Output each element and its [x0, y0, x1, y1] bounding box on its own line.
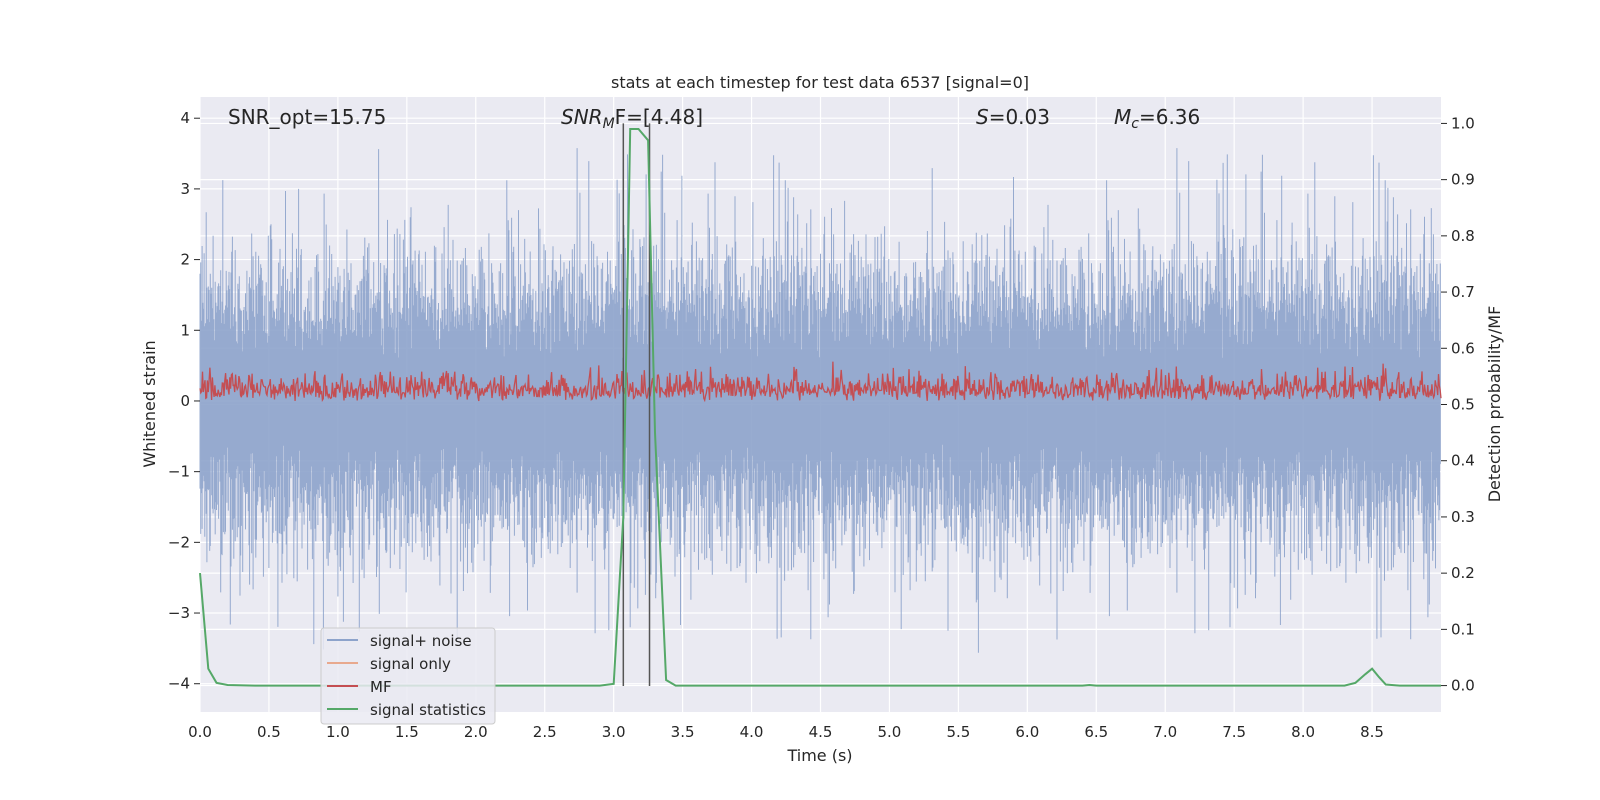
y-right-tick-label: 0.5	[1451, 396, 1475, 414]
x-tick-label: 6.5	[1084, 723, 1108, 741]
legend-label-signal-noise: signal+ noise	[370, 632, 472, 650]
x-tick-label: 5.0	[878, 723, 902, 741]
snr-mf-value: F=[4.48]	[615, 105, 703, 129]
y-left-tick-labels: 4 3 2 1 0 −1 −2 −3 −4	[168, 109, 200, 693]
y-left-tick-label: 4	[180, 109, 190, 127]
y-right-axis-label: Detection probability/MF	[1485, 306, 1504, 503]
y-right-tick-label: 0.4	[1451, 452, 1475, 470]
mc-sub: c	[1131, 116, 1139, 132]
y-left-tick-label: −1	[168, 463, 190, 481]
y-right-tick-label: 0.8	[1451, 227, 1475, 245]
legend: signal+ noise signal only MF signal stat…	[320, 627, 496, 725]
x-tick-label: 2.5	[533, 723, 557, 741]
y-right-tick-label: 0.6	[1451, 339, 1475, 357]
x-tick-label: 8.0	[1291, 723, 1315, 741]
x-tick-label: 7.5	[1222, 723, 1246, 741]
x-tick-label: 4.0	[740, 723, 764, 741]
y-left-tick-label: −3	[168, 604, 190, 622]
x-tick-label: 5.5	[946, 723, 970, 741]
legend-label-signal-statistics: signal statistics	[370, 701, 486, 719]
x-tick-label: 3.5	[671, 723, 695, 741]
snr-mf-annotation: SNRMF=[4.48]	[561, 105, 703, 132]
snr-opt-annotation: SNR_opt=15.75	[228, 105, 386, 129]
x-tick-label: 1.5	[395, 723, 419, 741]
mc-value: =6.36	[1139, 105, 1200, 129]
y-left-tick-label: 0	[180, 392, 190, 410]
y-right-tick-label: 0.3	[1451, 508, 1475, 526]
x-tick-label: 3.0	[602, 723, 626, 741]
y-left-tick-label: 2	[180, 251, 190, 269]
y-left-tick-label: −4	[168, 675, 190, 693]
y-right-tick-label: 0.7	[1451, 283, 1475, 301]
x-tick-label: 1.0	[326, 723, 350, 741]
y-right-tick-label: 1.0	[1451, 114, 1475, 132]
legend-label-signal-only: signal only	[370, 655, 451, 673]
y-right-tick-labels: 1.0 0.9 0.8 0.7 0.6 0.5 0.4 0.3 0.2 0.1 0.0	[1441, 114, 1475, 695]
s-value: =0.03	[989, 105, 1050, 129]
s-annotation: S=0.03	[976, 105, 1050, 129]
y-right-tick-label: 0.2	[1451, 564, 1475, 582]
mc-annotation: Mc=6.36	[1114, 105, 1200, 132]
x-tick-label: 2.0	[464, 723, 488, 741]
y-left-tick-label: 1	[180, 321, 190, 339]
legend-box	[320, 627, 496, 725]
y-left-tick-label: −2	[168, 533, 190, 551]
y-left-tick-label: 3	[180, 180, 190, 198]
x-tick-label: 8.5	[1360, 723, 1384, 741]
x-tick-labels: 0.0 0.5 1.0 1.5 2.0 2.5 3.0 3.5 4.0 4.5 5.0 5.5 6.0 6…	[188, 723, 1384, 741]
y-right-tick-label: 0.1	[1451, 620, 1475, 638]
signal-statistics-line	[199, 128, 1441, 687]
y-right-tick-label: 0.9	[1451, 171, 1475, 189]
y-left-axis-label: Whitened strain	[140, 340, 159, 467]
snr-mf-sub: M	[603, 116, 615, 132]
signal-statistics-series	[199, 128, 1441, 687]
mc-label: M	[1114, 105, 1131, 129]
snr-mf-main: SNR	[561, 105, 603, 129]
mf-line	[199, 361, 1442, 403]
s-label: S	[976, 105, 989, 129]
chart-title: stats at each timestep for test data 653…	[611, 73, 1029, 92]
x-tick-label: 0.5	[257, 723, 281, 741]
y-right-tick-label: 0.0	[1451, 677, 1475, 695]
x-tick-label: 0.0	[188, 723, 212, 741]
x-tick-label: 7.0	[1153, 723, 1177, 741]
mf-series	[199, 361, 1442, 403]
x-tick-label: 6.0	[1015, 723, 1039, 741]
legend-label-mf: MF	[370, 678, 392, 696]
x-axis-label: Time (s)	[786, 746, 852, 765]
x-tick-label: 4.5	[809, 723, 833, 741]
